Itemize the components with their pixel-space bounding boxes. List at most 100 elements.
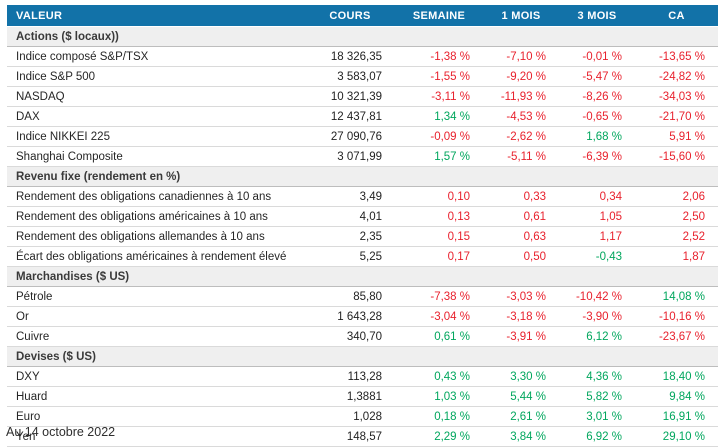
ca-value: 5,91 % bbox=[635, 126, 718, 147]
row-label: Yen bbox=[7, 426, 305, 447]
cours-value: 2,35 bbox=[305, 226, 395, 247]
1mois-value: 5,44 % bbox=[483, 386, 559, 407]
row-label: Rendement des obligations américaines à … bbox=[7, 206, 305, 227]
row-label: Cuivre bbox=[7, 326, 305, 347]
3mois-value: -6,39 % bbox=[559, 146, 635, 167]
1mois-value: -3,18 % bbox=[483, 306, 559, 327]
ca-value: -15,60 % bbox=[635, 146, 718, 167]
table-row: Or 1 643,28 -3,04 % -3,18 % -3,90 % -10,16 % bbox=[7, 306, 718, 327]
1mois-value: -9,20 % bbox=[483, 66, 559, 87]
ca-value: -34,03 % bbox=[635, 86, 718, 107]
table-body: Actions ($ locaux)) Indice composé S&P/TS… bbox=[7, 26, 718, 447]
table-header: VALEUR COURS SEMAINE 1 MOIS 3 MOIS CA bbox=[7, 5, 718, 27]
cours-value: 85,80 bbox=[305, 286, 395, 307]
3mois-value: 1,17 bbox=[559, 226, 635, 247]
column-header-3-mois: 3 MOIS bbox=[559, 5, 635, 27]
semaine-value: -1,55 % bbox=[395, 66, 483, 87]
ca-value: 9,84 % bbox=[635, 386, 718, 407]
ca-value: 29,10 % bbox=[635, 426, 718, 447]
table-row: Rendement des obligations canadiennes à … bbox=[7, 186, 718, 207]
3mois-value: 6,92 % bbox=[559, 426, 635, 447]
3mois-value: -5,47 % bbox=[559, 66, 635, 87]
cours-value: 3 071,99 bbox=[305, 146, 395, 167]
table-row: Indice composé S&P/TSX 18 326,35 -1,38 % -7… bbox=[7, 46, 718, 67]
ca-value: -13,65 % bbox=[635, 46, 718, 67]
section-row: Revenu fixe (rendement en %) bbox=[7, 166, 718, 187]
cours-value: 3,49 bbox=[305, 186, 395, 207]
column-header-cours: COURS bbox=[305, 5, 395, 27]
section-title: Marchandises ($ US) bbox=[7, 266, 718, 287]
cours-value: 5,25 bbox=[305, 246, 395, 267]
table-row: Indice S&P 500 3 583,07 -1,55 % -9,20 % -5,4… bbox=[7, 66, 718, 87]
3mois-value: 5,82 % bbox=[559, 386, 635, 407]
row-label: Indice NIKKEI 225 bbox=[7, 126, 305, 147]
semaine-value: 0,13 bbox=[395, 206, 483, 227]
ca-value: 1,87 bbox=[635, 246, 718, 267]
1mois-value: 0,61 bbox=[483, 206, 559, 227]
cours-value: 1,028 bbox=[305, 406, 395, 427]
section-title: Actions ($ locaux)) bbox=[7, 26, 718, 47]
1mois-value: -3,03 % bbox=[483, 286, 559, 307]
semaine-value: 1,03 % bbox=[395, 386, 483, 407]
table-row: Rendement des obligations américaines à … bbox=[7, 206, 718, 227]
row-label: Pétrole bbox=[7, 286, 305, 307]
table-row: Indice NIKKEI 225 27 090,76 -0,09 % -2,62 %… bbox=[7, 126, 718, 147]
row-label: Écart des obligations américaines à rend… bbox=[7, 246, 305, 267]
column-header-1-mois: 1 MOIS bbox=[483, 5, 559, 27]
row-label: Huard bbox=[7, 386, 305, 407]
semaine-value: 0,18 % bbox=[395, 406, 483, 427]
cours-value: 1,3881 bbox=[305, 386, 395, 407]
table-row: Euro 1,028 0,18 % 2,61 % 3,01 % 16,91 % bbox=[7, 406, 718, 427]
semaine-value: 1,57 % bbox=[395, 146, 483, 167]
table-row: Shanghai Composite 3 071,99 1,57 % -5,11 % -… bbox=[7, 146, 718, 167]
semaine-value: -7,38 % bbox=[395, 286, 483, 307]
semaine-value: 0,61 % bbox=[395, 326, 483, 347]
3mois-value: 0,34 bbox=[559, 186, 635, 207]
1mois-value: 3,30 % bbox=[483, 366, 559, 387]
3mois-value: -0,65 % bbox=[559, 106, 635, 127]
ca-value: 2,06 bbox=[635, 186, 718, 207]
1mois-value: -5,11 % bbox=[483, 146, 559, 167]
3mois-value: -0,01 % bbox=[559, 46, 635, 67]
cours-value: 10 321,39 bbox=[305, 86, 395, 107]
3mois-value: -3,90 % bbox=[559, 306, 635, 327]
cours-value: 27 090,76 bbox=[305, 126, 395, 147]
3mois-value: 1,68 % bbox=[559, 126, 635, 147]
cours-value: 4,01 bbox=[305, 206, 395, 227]
row-label: DXY bbox=[7, 366, 305, 387]
ca-value: -10,16 % bbox=[635, 306, 718, 327]
table-row: Yen 148,57 2,29 % 3,84 % 6,92 % 29,10 % bbox=[7, 426, 718, 447]
table-row: Pétrole 85,80 -7,38 % -3,03 % -10,42 % 14,08 … bbox=[7, 286, 718, 307]
semaine-value: 1,34 % bbox=[395, 106, 483, 127]
cours-value: 113,28 bbox=[305, 366, 395, 387]
1mois-value: -2,62 % bbox=[483, 126, 559, 147]
ca-value: 2,52 bbox=[635, 226, 718, 247]
1mois-value: 2,61 % bbox=[483, 406, 559, 427]
semaine-value: -1,38 % bbox=[395, 46, 483, 67]
section-title: Devises ($ US) bbox=[7, 346, 718, 367]
cours-value: 1 643,28 bbox=[305, 306, 395, 327]
as-of-date: Au 14 octobre 2022 bbox=[6, 425, 116, 439]
row-label: Shanghai Composite bbox=[7, 146, 305, 167]
row-label: Indice S&P 500 bbox=[7, 66, 305, 87]
ca-value: -23,67 % bbox=[635, 326, 718, 347]
table-row: Huard 1,3881 1,03 % 5,44 % 5,82 % 9,84 % bbox=[7, 386, 718, 407]
ca-value: 16,91 % bbox=[635, 406, 718, 427]
section-row: Devises ($ US) bbox=[7, 346, 718, 367]
3mois-value: 3,01 % bbox=[559, 406, 635, 427]
section-row: Actions ($ locaux)) bbox=[7, 26, 718, 47]
semaine-value: -3,11 % bbox=[395, 86, 483, 107]
table-row: Écart des obligations américaines à rend… bbox=[7, 246, 718, 267]
row-label: Euro bbox=[7, 406, 305, 427]
1mois-value: 0,33 bbox=[483, 186, 559, 207]
1mois-value: 0,63 bbox=[483, 226, 559, 247]
header-row: VALEUR COURS SEMAINE 1 MOIS 3 MOIS CA bbox=[7, 5, 718, 27]
3mois-value: -0,43 bbox=[559, 246, 635, 267]
semaine-value: 0,43 % bbox=[395, 366, 483, 387]
table-row: DAX 12 437,81 1,34 % -4,53 % -0,65 % -21,70 % bbox=[7, 106, 718, 127]
semaine-value: -0,09 % bbox=[395, 126, 483, 147]
ca-value: 14,08 % bbox=[635, 286, 718, 307]
3mois-value: -10,42 % bbox=[559, 286, 635, 307]
row-label: NASDAQ bbox=[7, 86, 305, 107]
3mois-value: 4,36 % bbox=[559, 366, 635, 387]
